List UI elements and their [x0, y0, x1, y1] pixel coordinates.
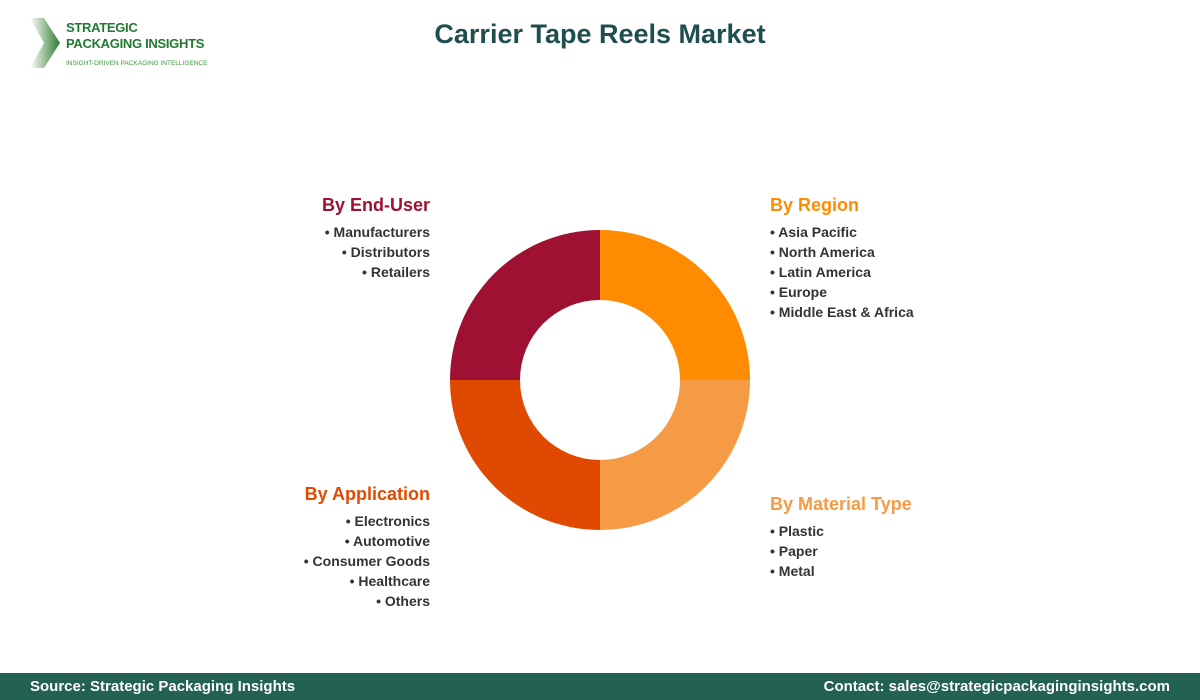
list-item: Others: [130, 591, 430, 611]
region-group: By Region Asia PacificNorth AmericaLatin…: [770, 194, 1070, 322]
list-item: Metal: [770, 561, 1070, 581]
list-item: Healthcare: [130, 571, 430, 591]
application-group: By Application ElectronicsAutomotiveCons…: [130, 483, 430, 611]
end-user-heading: By End-User: [321, 195, 430, 215]
contact-text: Contact: sales@strategicpackaginginsight…: [823, 678, 1170, 695]
footer: Source: Strategic Packaging Insights Con…: [0, 673, 1200, 700]
logo-tagline: INSIGHT-DRIVEN PACKAGING INTELLIGENCE: [66, 60, 208, 67]
donut-chart: [450, 230, 750, 530]
region-heading: By Region: [770, 195, 860, 215]
end-user-group: By End-User ManufacturersDistributorsRet…: [130, 194, 430, 282]
list-item: North America: [770, 242, 1070, 262]
list-item: Automotive: [130, 531, 430, 551]
source-text: Source: Strategic Packaging Insights: [30, 678, 296, 695]
list-item: Retailers: [130, 262, 430, 282]
list-item: Paper: [770, 541, 1070, 561]
application-heading: By Application: [304, 484, 430, 504]
list-item: Consumer Goods: [130, 551, 430, 571]
logo: STRATEGIC PACKAGING INSIGHTS INSIGHT-DRIV…: [30, 16, 207, 74]
list-item: Asia Pacific: [770, 222, 1070, 242]
page-title: Carrier Tape Reels Market: [434, 19, 766, 49]
list-item: Latin America: [770, 262, 1070, 282]
logo-text: PACKAGING INSIGHTS: [66, 36, 205, 51]
list-item: Distributors: [130, 242, 430, 262]
list-item: Manufacturers: [130, 222, 430, 242]
list-item: Europe: [770, 282, 1070, 302]
material-type-heading: By Material Type: [770, 494, 912, 514]
logo-chevron-icon: [30, 18, 60, 68]
list-item: Middle East & Africa: [770, 302, 1070, 322]
material-type-group: By Material Type PlasticPaperMetal: [770, 493, 1070, 581]
list-item: Plastic: [770, 521, 1070, 541]
segment-application: [450, 380, 600, 530]
list-item: Electronics: [130, 511, 430, 531]
segment-material-type: [600, 380, 750, 530]
segment-region: [600, 230, 750, 380]
segment-end-user: [450, 230, 600, 380]
logo-text: STRATEGIC: [66, 20, 138, 35]
